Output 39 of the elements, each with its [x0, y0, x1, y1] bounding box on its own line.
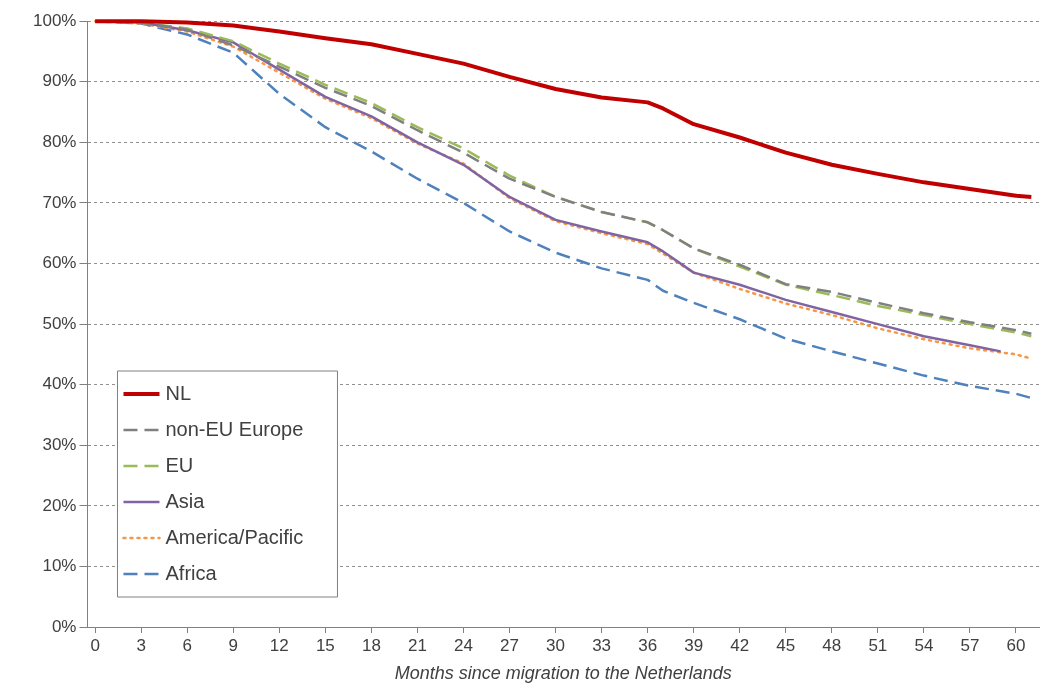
- x-tick-label: 51: [868, 635, 888, 655]
- x-tick-label: 9: [228, 635, 239, 655]
- x-tick-label: 24: [454, 635, 473, 655]
- x-tick-label: 30: [546, 635, 566, 655]
- y-tick-label: 30%: [42, 434, 77, 454]
- y-tick-label: 40%: [42, 374, 77, 394]
- y-tick-label: 100%: [33, 10, 77, 30]
- legend-label: non-EU Europe: [165, 417, 304, 440]
- x-tick-label: 15: [315, 635, 335, 655]
- y-tick-label: 10%: [42, 556, 77, 576]
- y-tick-label: 50%: [42, 313, 77, 333]
- x-tick-label: 57: [960, 635, 980, 655]
- y-tick-label: 70%: [42, 192, 77, 212]
- x-tick-label: 33: [592, 635, 612, 655]
- y-tick-label: 20%: [42, 495, 77, 515]
- x-tick-label: 39: [684, 635, 704, 655]
- x-tick-label: 42: [730, 635, 750, 655]
- x-tick-label: 6: [182, 635, 192, 655]
- y-tick-label: 80%: [42, 132, 77, 152]
- legend-label: EU: [165, 453, 194, 476]
- x-tick-label: 48: [822, 635, 842, 655]
- x-tick-label: 60: [1006, 635, 1026, 655]
- legend-label: Africa: [165, 561, 218, 584]
- y-tick-label: 0%: [51, 616, 77, 636]
- x-tick-label: 45: [776, 635, 796, 655]
- x-tick-label: 0: [90, 635, 100, 655]
- x-tick-label: 54: [914, 635, 934, 655]
- x-axis-title: Months since migration to the Netherlands: [394, 663, 732, 684]
- legend-label: Asia: [165, 489, 206, 512]
- x-tick-label: 36: [638, 635, 658, 655]
- y-tick-label: 60%: [42, 253, 77, 273]
- x-tick-label: 12: [269, 635, 289, 655]
- x-tick-label: 3: [136, 635, 146, 655]
- legend-label: America/Pacific: [165, 525, 304, 548]
- y-tick-label: 90%: [42, 71, 77, 91]
- x-tick-label: 27: [500, 635, 519, 655]
- x-tick-label: 21: [407, 635, 427, 655]
- x-tick-label: 18: [361, 635, 381, 655]
- legend-label: NL: [165, 381, 192, 404]
